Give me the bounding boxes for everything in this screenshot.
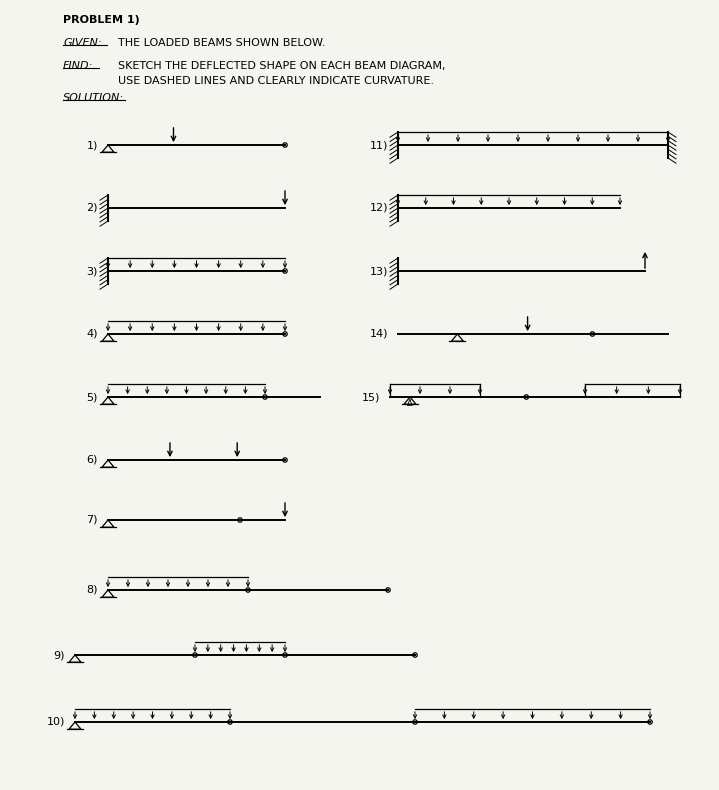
Text: THE LOADED BEAMS SHOWN BELOW.: THE LOADED BEAMS SHOWN BELOW. (118, 38, 326, 48)
Text: 3): 3) (86, 266, 98, 276)
Text: 12): 12) (370, 203, 388, 213)
Text: 14): 14) (370, 329, 388, 339)
Text: SKETCH THE DEFLECTED SHAPE ON EACH BEAM DIAGRAM,: SKETCH THE DEFLECTED SHAPE ON EACH BEAM … (118, 61, 446, 71)
Text: 2): 2) (86, 203, 98, 213)
Text: 5): 5) (86, 392, 98, 402)
Text: $\Delta$: $\Delta$ (406, 397, 414, 408)
Text: 15): 15) (362, 392, 380, 402)
Text: 11): 11) (370, 140, 388, 150)
Text: 1): 1) (86, 140, 98, 150)
Text: PROBLEM 1): PROBLEM 1) (63, 15, 139, 25)
Text: 7): 7) (86, 515, 98, 525)
Text: SOLUTION:: SOLUTION: (63, 93, 124, 103)
Text: 6): 6) (86, 455, 98, 465)
Text: 8): 8) (86, 585, 98, 595)
Text: GIVEN:: GIVEN: (63, 38, 101, 48)
Text: 10): 10) (47, 717, 65, 727)
Text: 4): 4) (86, 329, 98, 339)
Text: 9): 9) (53, 650, 65, 660)
Text: FIND:: FIND: (63, 61, 93, 71)
Text: 13): 13) (370, 266, 388, 276)
Text: USE DASHED LINES AND CLEARLY INDICATE CURVATURE.: USE DASHED LINES AND CLEARLY INDICATE CU… (118, 76, 434, 86)
